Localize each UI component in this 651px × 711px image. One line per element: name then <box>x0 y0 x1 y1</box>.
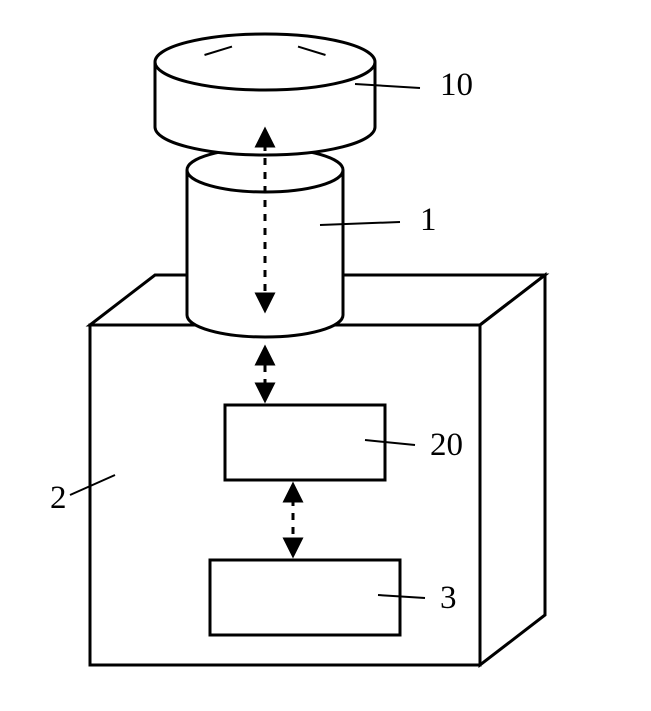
inner-block-3 <box>210 560 400 635</box>
inner-block-20 <box>225 405 385 480</box>
label-20: 20 <box>430 427 463 463</box>
label-1: 1 <box>420 202 437 238</box>
label-10: 10 <box>440 67 473 103</box>
label-2: 2 <box>50 480 67 516</box>
label-3: 3 <box>440 580 457 616</box>
box-right-face <box>480 275 545 665</box>
